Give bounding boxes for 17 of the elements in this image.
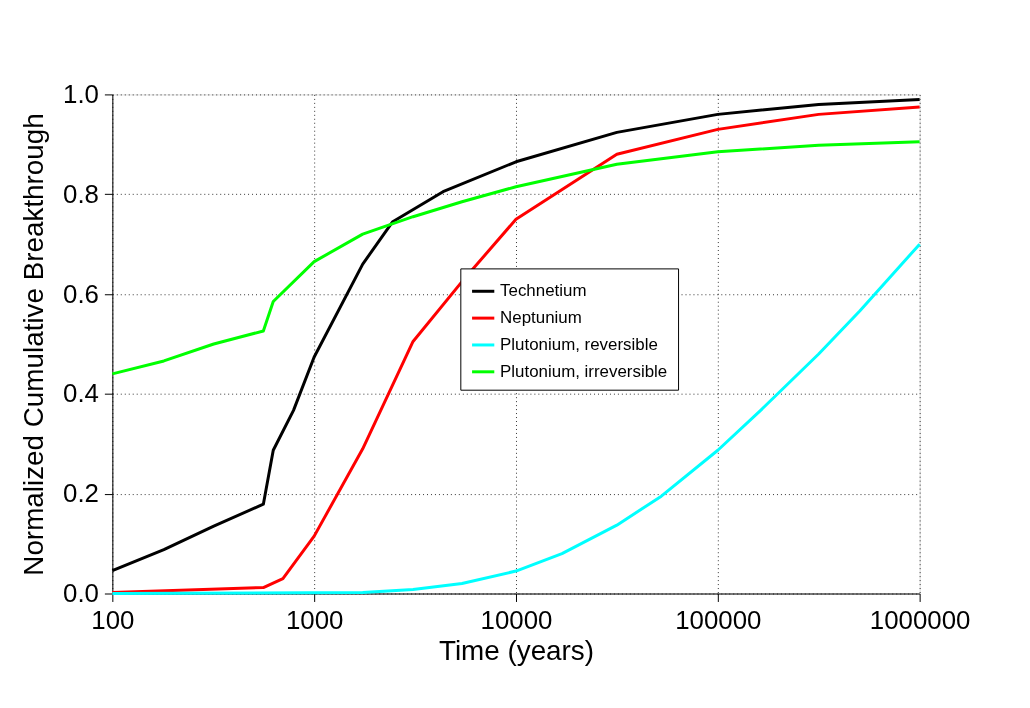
x-tick-label: 100	[91, 605, 135, 634]
legend-label: Plutonium, irreversible	[500, 361, 668, 381]
x-axis-title: Time (years)	[438, 634, 595, 666]
x-tick-label: 10000	[480, 605, 553, 634]
y-tick-label: 0.4	[63, 379, 99, 408]
legend-label: Technetium	[500, 281, 587, 301]
y-tick-label: 0.2	[63, 479, 99, 508]
legend-label: Neptunium	[500, 308, 582, 328]
y-tick-label: 0.0	[63, 578, 99, 607]
x-tick-label: 1000000	[869, 605, 971, 634]
x-tick-label: 100000	[675, 605, 762, 634]
y-tick-label: 0.6	[63, 279, 99, 308]
y-axis-title: Normalized Cumulative Breakthrough	[18, 113, 50, 576]
y-tick-label: 0.8	[63, 179, 99, 208]
y-tick-label: 1.0	[63, 79, 99, 108]
legend-label: Plutonium, reversible	[500, 334, 658, 354]
x-tick-label: 1000	[285, 605, 344, 634]
